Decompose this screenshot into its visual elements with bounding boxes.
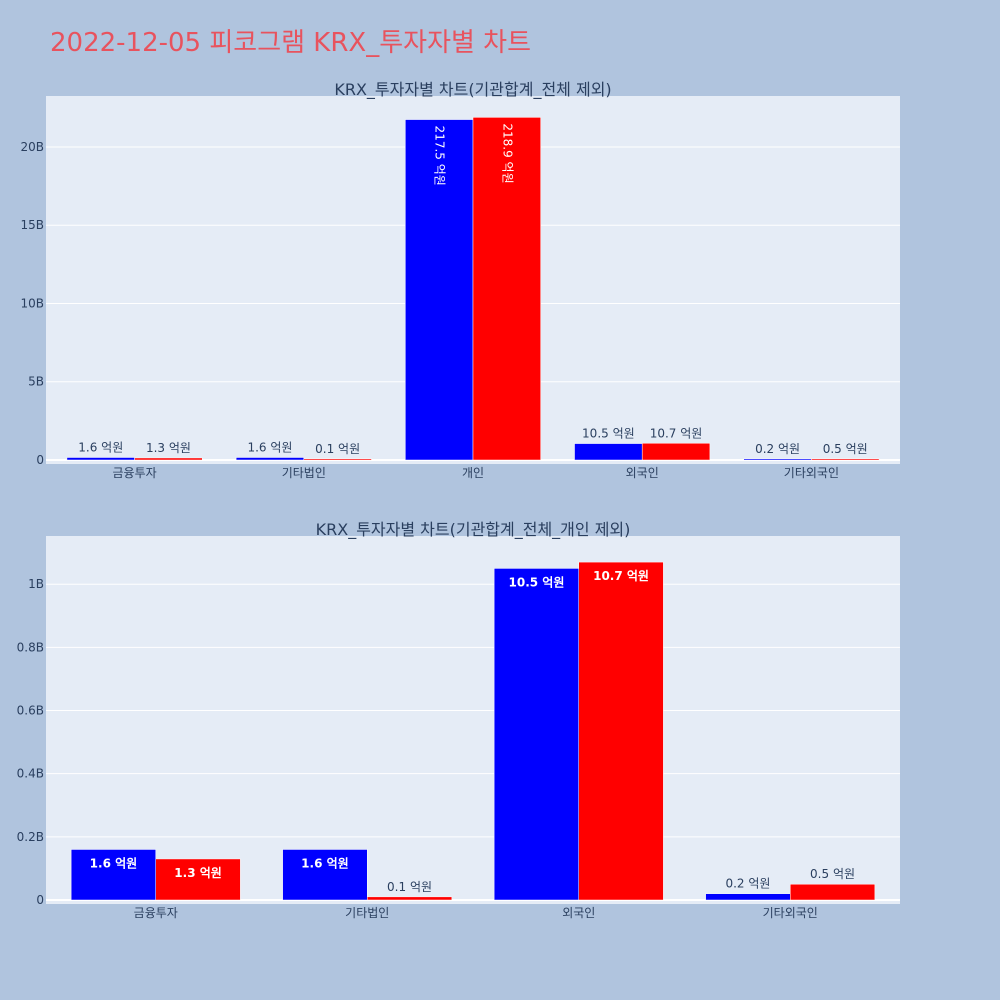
chart-title: KRX_투자자별 차트(기관합계_전체_개인 제외): [316, 520, 631, 540]
bar: [282, 849, 368, 901]
y-tick-label: 0.6B: [17, 704, 44, 718]
data-label: 1.6 억원: [90, 856, 138, 870]
data-label: 10.7 억원: [593, 569, 649, 583]
bar: [790, 883, 876, 901]
data-label: 1.3 억원: [146, 441, 191, 455]
bar: [574, 443, 643, 461]
chart-1: 0 5B 10B 15B 20B KRX_투자자별 차트(기관합계_전체 제외) 금융투자 1…: [20, 80, 900, 480]
bar: [155, 858, 241, 901]
x-tick-label: 기타법인: [345, 906, 389, 920]
plot-background: [46, 536, 900, 904]
data-label: 1.6 억원: [78, 440, 123, 454]
x-tick-label: 금융투자: [134, 906, 178, 920]
data-label: 217.5 억원: [433, 126, 447, 186]
data-label: 0.2 억원: [755, 442, 800, 456]
bar: [493, 568, 579, 901]
bar: [405, 119, 474, 461]
x-tick-label: 외국인: [562, 906, 595, 920]
x-tick-label: 외국인: [626, 466, 659, 480]
data-label: 0.2 억원: [725, 877, 770, 891]
data-label: 0.1 억원: [387, 880, 432, 894]
data-label: 0.1 억원: [315, 442, 360, 456]
data-label: 10.5 억원: [509, 575, 565, 589]
data-label: 0.5 억원: [810, 867, 855, 881]
x-tick-label: 개인: [462, 466, 484, 480]
y-tick-label: 0: [36, 453, 44, 467]
bar: [367, 896, 453, 901]
bar: [66, 457, 135, 461]
bar: [70, 849, 156, 901]
y-tick-label: 15B: [20, 218, 44, 232]
bar: [235, 457, 305, 461]
data-label: 1.3 억원: [174, 866, 222, 880]
data-label: 1.6 억원: [301, 856, 349, 870]
y-tick-label: 0.2B: [17, 830, 44, 844]
data-label: 0.5 억원: [823, 442, 868, 456]
x-tick-label: 기타법인: [282, 466, 326, 480]
y-tick-label: 0.8B: [17, 640, 44, 654]
data-label: 218.9 억원: [500, 123, 514, 183]
y-tick-label: 20B: [20, 140, 44, 154]
bar: [134, 457, 203, 461]
bar: [303, 458, 372, 461]
bar: [641, 443, 711, 461]
data-label: 10.5 억원: [582, 427, 635, 441]
chart-2: 0 0.2B 0.4B 0.6B 0.8B 1B KRX_투자자별 차트(기관합계_전체_개…: [17, 520, 900, 920]
y-tick-label: 5B: [28, 375, 44, 389]
x-tick-label: 기타외국인: [784, 466, 839, 480]
y-tick-label: 0: [36, 893, 44, 907]
bar: [705, 893, 791, 901]
x-tick-label: 기타외국인: [763, 906, 818, 920]
y-tick-label: 1B: [28, 577, 44, 591]
bar: [472, 117, 541, 461]
bar: [578, 561, 664, 901]
page-title: 2022-12-05 피코그램 KRX_투자자별 차트: [50, 28, 532, 58]
y-tick-label: 10B: [20, 296, 44, 310]
y-tick-label: 0.4B: [17, 767, 44, 781]
data-label: 1.6 억원: [247, 440, 292, 454]
chart-title: KRX_투자자별 차트(기관합계_전체 제외): [334, 80, 611, 100]
data-label: 10.7 억원: [650, 426, 703, 440]
bar: [743, 458, 812, 461]
x-tick-label: 금융투자: [113, 466, 157, 480]
bar: [811, 458, 880, 461]
